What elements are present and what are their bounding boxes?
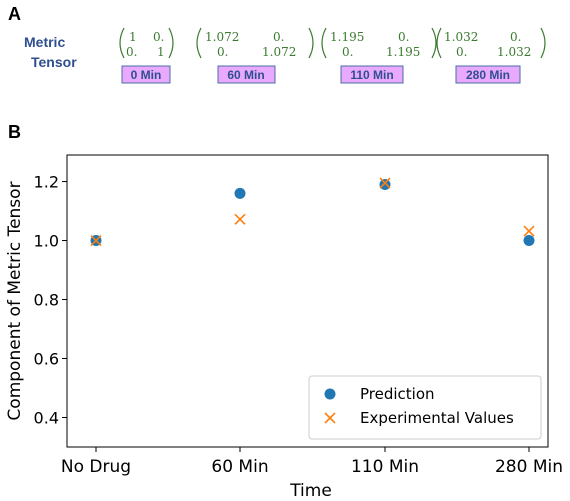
matrix-cell: 0.: [153, 30, 164, 44]
matrix-left-paren: [119, 27, 125, 59]
x-marker-stroke: [324, 412, 336, 424]
y-tick-label: 0.4: [34, 409, 59, 428]
x-marker-stroke: [379, 177, 391, 189]
metric-tensor-label-line1: Metric: [24, 34, 65, 50]
matrix-cell: 1.032: [444, 30, 478, 44]
experimental-point: [523, 225, 535, 237]
x-tick-label: 280 Min: [495, 457, 563, 477]
legend-label-experimental: Experimental Values: [360, 409, 514, 427]
matrix-left-paren: [196, 27, 202, 59]
x-tick-label: 110 Min: [351, 457, 419, 477]
matrix-right-paren: [431, 27, 437, 59]
prediction-point: [379, 178, 391, 190]
y-tick-label: 1.2: [34, 173, 59, 192]
matrix-right-paren: [308, 27, 314, 59]
matrix-cell: 0.: [126, 45, 137, 59]
metric-tensor-label-line2: Tensor: [31, 54, 77, 70]
matrix-110min: 1.195 0. 0. 1.195: [321, 27, 437, 59]
y-axis-label: Component of Metric Tensor: [5, 181, 25, 420]
time-tag-box: [340, 65, 404, 84]
matrix-0min: 1 0. 0. 1: [119, 27, 174, 59]
matrix-right-paren: [168, 27, 174, 59]
legend-box: [308, 375, 542, 440]
y-axis: 0.4 0.6 0.8 1.0 1.2: [34, 173, 67, 428]
matrix-cell: 1.195: [386, 45, 420, 59]
matrix-right-paren: [540, 27, 546, 59]
panel-a: A Metric Tensor 1 0. 0. 1 0 Min 1.072 0.…: [8, 4, 546, 84]
prediction-point: [523, 235, 535, 247]
panel-a-label: A: [8, 4, 21, 24]
time-tag-60min: 60 Min: [227, 68, 264, 82]
experimental-point: [234, 213, 246, 225]
plot-area-frame: [66, 154, 549, 448]
prediction-point: [234, 187, 246, 199]
x-marker-stroke: [523, 225, 535, 237]
x-axis-label: Time: [289, 481, 332, 501]
legend-entries: Prediction Experimental Values: [324, 385, 514, 427]
matrix-60min: 1.072 0. 0. 1.072: [196, 27, 314, 59]
experimental-point: [90, 234, 102, 247]
matrix-cell: 0.: [342, 45, 353, 59]
matrix-cell: 1: [129, 30, 137, 44]
x-marker-stroke: [90, 234, 102, 247]
matrix-left-paren: [436, 27, 442, 59]
x-tick-label: No Drug: [61, 457, 131, 477]
matrix-cell: 1.072: [205, 30, 239, 44]
scatter-chart: 0.4 0.6 0.8 1.0 1.2 No Drug 60 Min 110 Min 280 …: [5, 154, 563, 501]
legend-marker-experimental: [324, 412, 336, 424]
legend: Prediction Experimental Values: [308, 375, 542, 440]
matrix-cell: 1.072: [262, 45, 296, 59]
matrix-cell: 0.: [398, 30, 409, 44]
legend-label-prediction: Prediction: [360, 385, 435, 403]
time-tag-280min: 280 Min: [466, 68, 510, 82]
x-tick-label: 60 Min: [211, 457, 268, 477]
time-tag-110min: 110 Min: [350, 68, 393, 82]
time-tag-box: [121, 65, 171, 84]
legend-marker-prediction: [324, 388, 336, 400]
matrix-cell: 0.: [217, 45, 228, 59]
time-tag-box: [217, 65, 276, 84]
matrix-cell: 0.: [456, 45, 467, 59]
y-tick-label: 0.8: [34, 291, 59, 310]
matrix-cell: 0.: [273, 30, 284, 44]
time-tag-box: [455, 65, 521, 84]
experimental-point: [379, 177, 391, 189]
matrix-cell: 1.032: [497, 45, 531, 59]
matrix-left-paren: [321, 27, 327, 59]
y-tick-label: 1.0: [34, 232, 59, 251]
matrix-cell: 0.: [510, 30, 521, 44]
matrix-cell: 1: [157, 45, 165, 59]
x-axis: No Drug 60 Min 110 Min 280 Min: [61, 447, 563, 477]
x-marker-stroke: [234, 213, 246, 225]
matrix-cell: 1.195: [330, 30, 364, 44]
time-tag-0min: 0 Min: [131, 68, 162, 82]
matrix-280min: 1.032 0. 0. 1.032: [436, 27, 546, 59]
data-marks: [90, 177, 535, 247]
panel-b-label: B: [8, 122, 21, 142]
y-tick-label: 0.6: [34, 350, 59, 369]
